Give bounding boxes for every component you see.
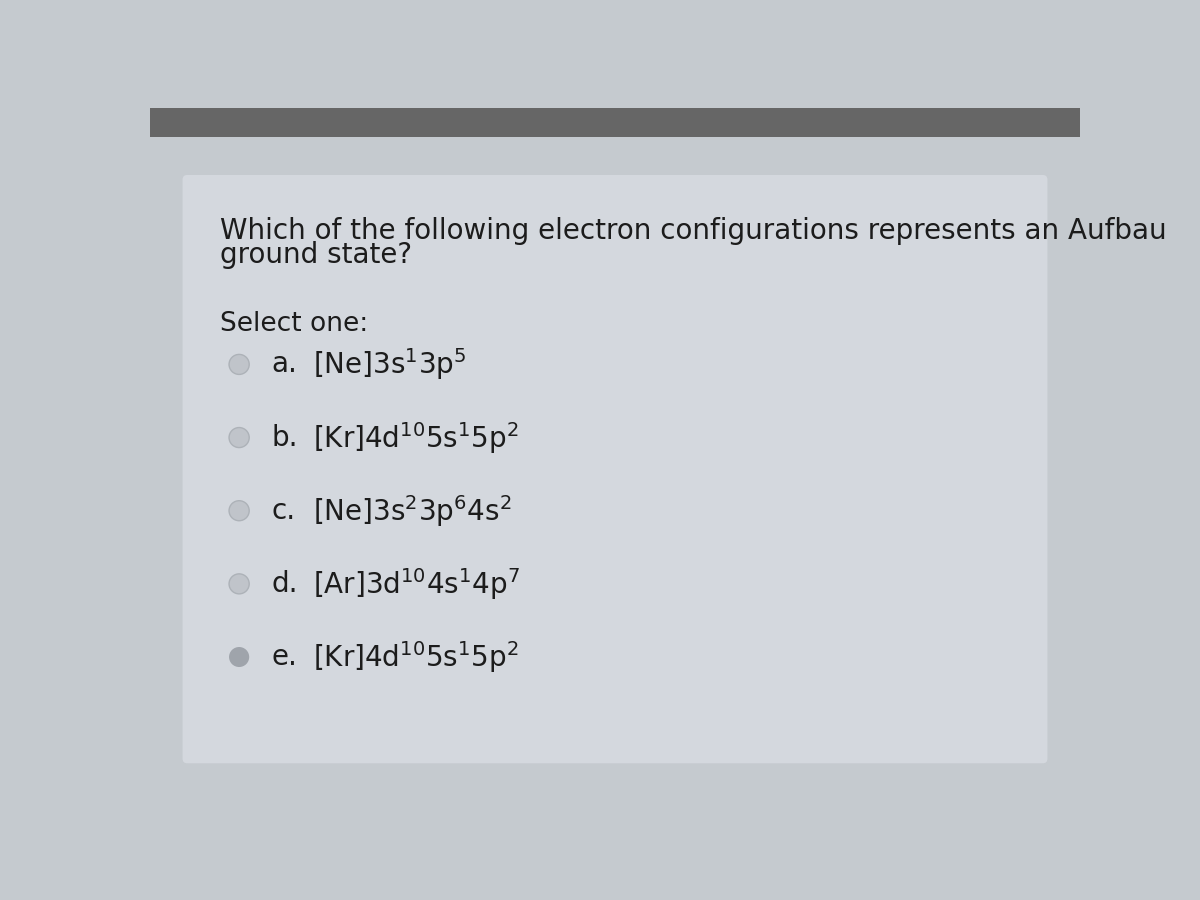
Circle shape: [229, 428, 250, 447]
Text: d.: d.: [271, 570, 298, 598]
Text: $\mathregular{[Ar]3d^{10}4s^{1}4p^{7}}$: $\mathregular{[Ar]3d^{10}4s^{1}4p^{7}}$: [313, 566, 520, 602]
Text: b.: b.: [271, 424, 298, 452]
Text: Which of the following electron configurations represents an Aufbau: Which of the following electron configur…: [220, 217, 1166, 245]
Text: ground state?: ground state?: [220, 241, 412, 269]
Text: a.: a.: [271, 350, 298, 378]
Text: $\mathregular{[Ne]3s^{1}3p^{5}}$: $\mathregular{[Ne]3s^{1}3p^{5}}$: [313, 346, 466, 382]
Circle shape: [229, 355, 250, 374]
Text: $\mathregular{[Kr]4d^{10}5s^{1}5p^{2}}$: $\mathregular{[Kr]4d^{10}5s^{1}5p^{2}}$: [313, 639, 518, 675]
Text: $\mathregular{[Kr]4d^{10}5s^{1}5p^{2}}$: $\mathregular{[Kr]4d^{10}5s^{1}5p^{2}}$: [313, 419, 518, 455]
Circle shape: [229, 647, 250, 667]
Text: c.: c.: [271, 497, 296, 525]
Circle shape: [229, 500, 250, 521]
FancyBboxPatch shape: [182, 175, 1048, 763]
Circle shape: [229, 574, 250, 594]
Text: Select one:: Select one:: [220, 310, 368, 337]
Bar: [150, 108, 1080, 138]
Text: $\mathregular{[Ne]3s^{2}3p^{6}4s^{2}}$: $\mathregular{[Ne]3s^{2}3p^{6}4s^{2}}$: [313, 493, 511, 528]
Text: e.: e.: [271, 643, 298, 671]
